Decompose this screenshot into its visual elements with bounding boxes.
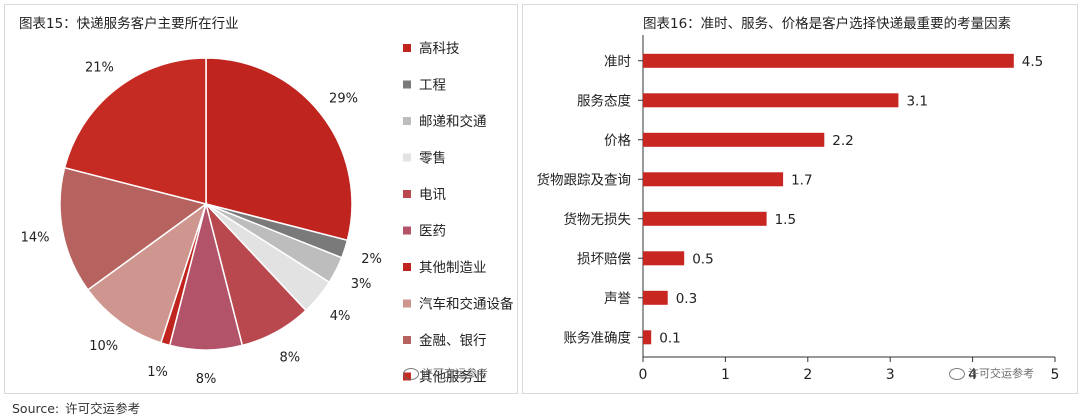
bar-chart: 0 1 2 3 4 5 准时 4.5 服务态度 3.1 价格 2.2 货物跟踪及查询 1.7 货物无损失 1.… — [537, 35, 1060, 383]
legend-label: 邮递和交通 — [419, 113, 487, 130]
source-label: Source: — [12, 401, 60, 416]
bar — [643, 211, 767, 226]
wechat-icon — [949, 368, 965, 380]
pie-slice-label: 8% — [196, 372, 217, 387]
legend-label: 其他制造业 — [419, 260, 487, 276]
pie-chart: 29% 2% 3% 4% 8% 8% 1% 10% 14% 21% 高科技工程邮递和交通零售电讯医药… — [21, 40, 514, 387]
pie-slice-label: 8% — [279, 351, 300, 366]
category-label: 账务准确度 — [564, 330, 632, 346]
legend-swatch — [403, 336, 411, 344]
legend-label: 电讯 — [419, 187, 446, 203]
category-label: 声誉 — [604, 291, 632, 307]
bar-chart-title: 图表16：准时、服务、价格是客户选择快递最重要的考量因素 — [643, 16, 1012, 32]
bar-value-label: 4.5 — [1022, 54, 1043, 70]
watermark-right: 许可交运参考 — [949, 365, 1034, 381]
bar — [643, 93, 899, 108]
bar-value-label: 0.3 — [676, 291, 697, 307]
pie-slice — [59, 166, 208, 291]
bar-value-label: 0.5 — [692, 251, 713, 267]
legend-label: 金融、银行 — [419, 333, 487, 349]
bar — [643, 53, 1014, 68]
legend-swatch — [403, 190, 411, 198]
legend-swatch — [403, 299, 411, 308]
legend-label: 汽车和交通设备 — [419, 296, 514, 313]
bar — [643, 172, 784, 187]
category-label: 损坏赔偿 — [577, 251, 631, 267]
bar-value-label: 1.7 — [791, 172, 812, 188]
legend-label: 医药 — [419, 224, 446, 240]
pie-chart-title: 图表15：快递服务客户主要所在行业 — [19, 16, 239, 32]
legend-swatch — [403, 226, 411, 235]
bar-value-label: 3.1 — [906, 93, 927, 109]
x-tick-label: 3 — [886, 367, 895, 383]
pie-slice-label: 4% — [330, 309, 351, 324]
legend-label: 工程 — [419, 78, 446, 94]
pie-slice-label: 3% — [351, 277, 372, 292]
pie-slice-label: 10% — [89, 339, 118, 354]
category-label: 货物无损失 — [564, 211, 632, 228]
category-label: 货物跟踪及查询 — [537, 171, 632, 188]
pie-slice-label: 14% — [21, 231, 50, 246]
bar — [643, 251, 685, 266]
legend-swatch — [403, 80, 411, 89]
source-text: 许可交运参考 — [65, 401, 141, 416]
x-tick-label: 4 — [968, 367, 977, 383]
pie-chart-panel: 图表15：快递服务客户主要所在行业 29% 2% 3% 4% 8% 8% 1% 10% 14% 2… — [4, 4, 518, 394]
bar — [643, 132, 825, 147]
x-tick-label: 2 — [803, 367, 812, 383]
legend-swatch — [403, 263, 411, 271]
source-note: Source: 许可交运参考 — [12, 398, 146, 417]
legend-swatch — [403, 44, 411, 52]
pie-slice — [63, 57, 207, 205]
legend-swatch — [403, 117, 411, 125]
bar-value-label: 2.2 — [832, 133, 853, 149]
pie-slice-label: 1% — [147, 365, 168, 380]
x-tick-label: 1 — [721, 367, 730, 383]
pie-slice-label: 29% — [329, 91, 358, 106]
legend-label: 高科技 — [419, 40, 460, 57]
watermark-left: 许可交运参考 — [403, 365, 488, 381]
category-label: 价格 — [604, 133, 632, 149]
legend-label: 其他服务业 — [419, 370, 487, 386]
bar-value-label: 1.5 — [775, 212, 796, 228]
bar — [643, 290, 668, 305]
bar-value-label: 0.1 — [659, 330, 680, 346]
category-label: 准时 — [604, 54, 631, 70]
x-tick-label: 5 — [1051, 367, 1060, 383]
x-tick-label: 0 — [639, 367, 648, 383]
wechat-icon — [403, 368, 419, 380]
legend-swatch — [403, 153, 411, 162]
category-label: 服务态度 — [577, 93, 631, 109]
bar — [643, 330, 652, 345]
pie-slice-label: 2% — [361, 252, 382, 267]
pie-slice — [86, 202, 208, 344]
pie-slice-label: 21% — [85, 61, 114, 76]
bar-chart-panel: 图表16：准时、服务、价格是客户选择快递最重要的考量因素 0 1 2 3 4 5 准时 4.5… — [522, 4, 1078, 394]
legend-label: 零售 — [419, 151, 446, 167]
pie-slice — [205, 57, 353, 242]
